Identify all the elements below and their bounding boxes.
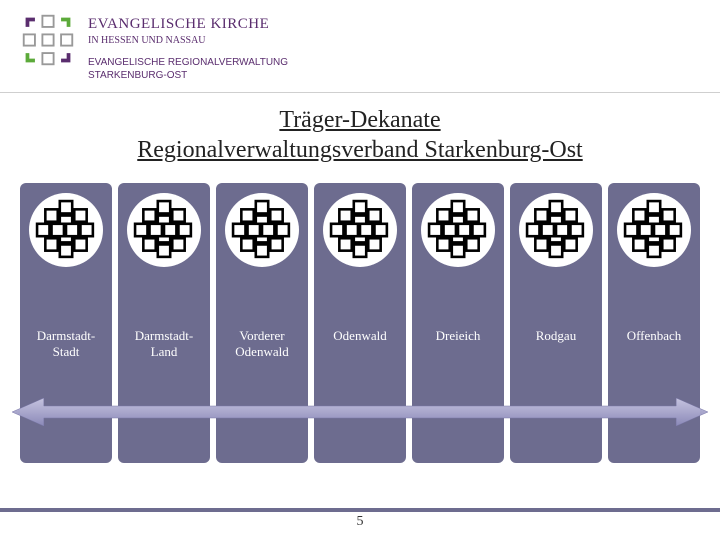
- cross-pattern-icon: [323, 193, 397, 267]
- bidirectional-arrow: [12, 398, 708, 426]
- dekanat-label: Vorderer Odenwald: [216, 328, 308, 361]
- org-name-sub: IN HESSEN UND NASSAU: [88, 35, 288, 46]
- cross-pattern-icon: [225, 193, 299, 267]
- page-number: 5: [0, 514, 720, 530]
- cross-pattern-icon: [421, 193, 495, 267]
- dekanat-label: Rodgau: [510, 328, 602, 344]
- dekanat-label: Darmstadt-Land: [118, 328, 210, 361]
- dekanat-label: Dreieich: [412, 328, 504, 344]
- org-logo: [20, 12, 76, 68]
- header: EVANGELISCHE KIRCHE IN HESSEN UND NASSAU…: [0, 0, 720, 90]
- org-dept: EVANGELISCHE REGIONALVERWALTUNG STARKENB…: [88, 56, 288, 82]
- dekanat-label: Darmstadt-Stadt: [20, 328, 112, 361]
- slide-title: Träger-Dekanate Regionalverwaltungsverba…: [0, 105, 720, 165]
- org-dept-line2: STARKENBURG-OST: [88, 70, 187, 81]
- org-name-main: EVANGELISCHE KIRCHE: [88, 16, 288, 33]
- header-divider: [0, 92, 720, 93]
- title-line1: Träger-Dekanate: [279, 107, 440, 133]
- dekanat-label: Odenwald: [314, 328, 406, 344]
- footer-accent: [0, 508, 720, 512]
- cross-pattern-icon: [617, 193, 691, 267]
- cross-pattern-icon: [519, 193, 593, 267]
- dekanat-label: Offenbach: [608, 328, 700, 344]
- title-line2: Regionalverwaltungsverband Starkenburg-O…: [137, 137, 582, 163]
- org-dept-line1: EVANGELISCHE REGIONALVERWALTUNG: [88, 57, 288, 68]
- cross-pattern-icon: [29, 193, 103, 267]
- cross-pattern-icon: [127, 193, 201, 267]
